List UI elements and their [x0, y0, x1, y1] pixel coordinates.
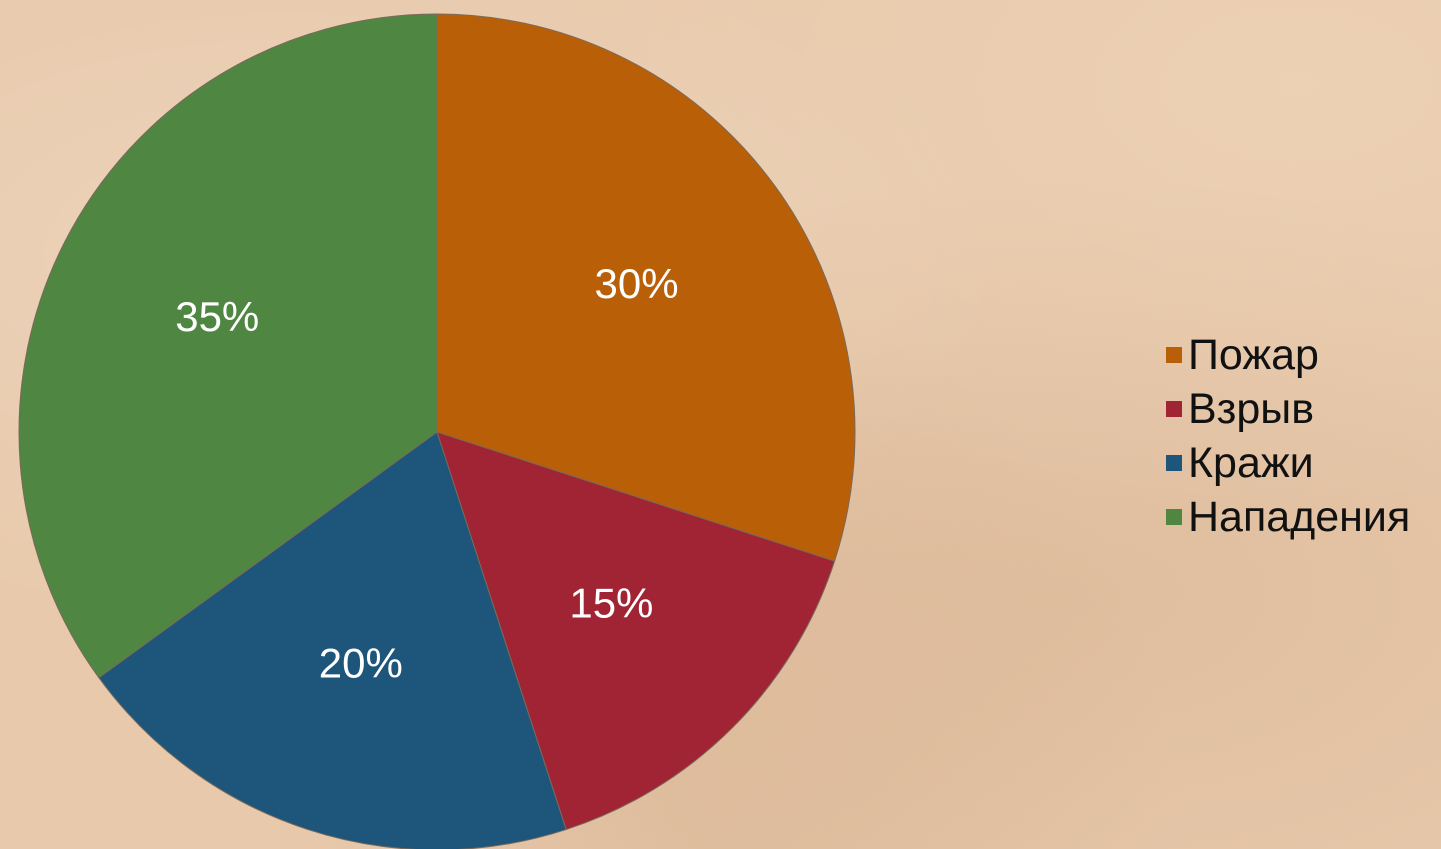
legend-swatch-1 [1166, 401, 1182, 417]
legend-label-1: Взрыв [1188, 384, 1315, 433]
legend-swatch-3 [1166, 509, 1182, 525]
pie-slice-1-label: 15% [569, 579, 653, 626]
legend-swatch-2 [1166, 455, 1182, 471]
chart-legend: Пожар Взрыв Кражи Нападения [1166, 328, 1410, 544]
legend-item-0: Пожар [1166, 328, 1410, 382]
pie-slice-0-label: 30% [594, 260, 678, 307]
pie-slice-2-label: 20% [319, 640, 403, 687]
legend-label-2: Кражи [1188, 438, 1314, 487]
pie-slice-3 [18, 13, 438, 679]
pie-slice-3-label: 35% [175, 293, 259, 340]
pie-labels: 30% 15% 20% 35% [175, 260, 678, 687]
legend-item-1: Взрыв [1166, 382, 1410, 436]
legend-item-3: Нападения [1166, 490, 1410, 544]
pie-slice-2 [98, 431, 567, 849]
legend-label-0: Пожар [1188, 330, 1319, 379]
pie-slice-0 [436, 13, 856, 562]
pie-slices [18, 13, 856, 849]
legend-item-2: Кражи [1166, 436, 1410, 490]
legend-label-3: Нападения [1188, 492, 1411, 541]
legend-swatch-0 [1166, 347, 1182, 363]
pie-slice-1 [436, 431, 836, 831]
